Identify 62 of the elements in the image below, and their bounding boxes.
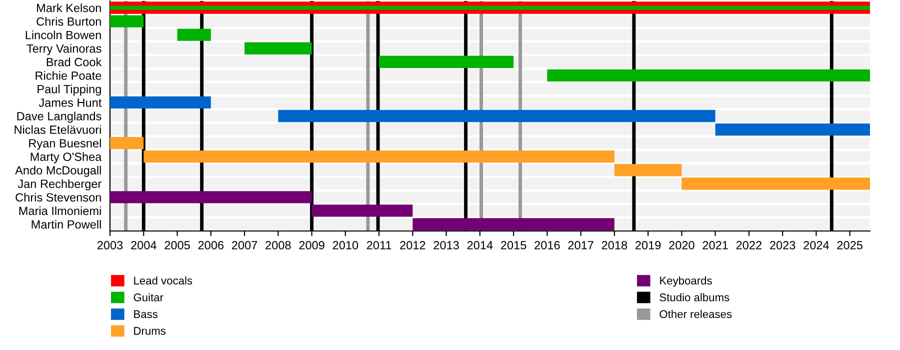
x-tick-label: 2019 — [636, 241, 661, 250]
y-tick-label: Mark Kelson — [37, 3, 101, 12]
x-tick-label: 2013 — [434, 241, 459, 250]
x-tick-label: 2010 — [332, 241, 358, 250]
legend-label: Lead vocals — [134, 276, 192, 285]
y-tick-label: Lincoln Bowen — [26, 30, 101, 40]
x-tick-label: 2017 — [568, 241, 594, 250]
bar — [379, 56, 514, 68]
bar — [110, 136, 144, 150]
x-tick-label: 2009 — [299, 241, 324, 250]
legend-label: Other releases — [660, 310, 732, 318]
y-tick-label: Ryan Buesnel — [29, 138, 101, 150]
x-tick-label: 2022 — [736, 241, 762, 250]
bar — [412, 218, 614, 230]
x-tick-label: 2016 — [534, 241, 560, 250]
x-tick-label: 2003 — [97, 241, 123, 250]
x-tick-label: 2025 — [837, 241, 862, 250]
y-tick-label: Dave Langlands — [17, 112, 102, 123]
x-tick-label: 2004 — [131, 241, 156, 250]
x-tick-label: 2018 — [602, 241, 628, 250]
y-tick-label: Maria Ilmoniemi — [19, 206, 101, 216]
bar — [110, 96, 211, 109]
y-tick-label: James Hunt — [38, 98, 102, 107]
x-tick-label: 2024 — [804, 241, 829, 250]
x-tick-label: 2008 — [266, 241, 291, 250]
x-tick-label: 2012 — [400, 241, 426, 250]
bar — [144, 150, 614, 163]
x-tick-label: 2006 — [198, 241, 224, 250]
bar — [278, 110, 716, 122]
bar — [110, 191, 312, 204]
y-tick-label: Ando McDougall — [15, 166, 101, 177]
y-tick-label: Jan Rechberger — [18, 179, 102, 190]
x-tick-label: 2007 — [232, 241, 258, 250]
y-tick-label: Chris Burton — [36, 17, 101, 26]
bar — [110, 15, 144, 28]
y-tick-label: Brad Cook — [46, 58, 102, 66]
legend-label: Guitar — [134, 293, 164, 302]
x-tick-label: 2011 — [366, 241, 392, 250]
y-tick-label: Marty O'Shea — [30, 152, 102, 164]
legend-label: Drums — [134, 327, 166, 335]
x-tick-label: 2020 — [669, 241, 694, 250]
x-tick-label: 2021 — [702, 241, 728, 250]
legend-label: Studio albums — [660, 293, 730, 302]
bar — [715, 123, 870, 136]
legend-label: Keyboards — [660, 276, 712, 287]
y-tick-label: Chris Stevenson — [16, 192, 101, 202]
bar — [614, 164, 682, 176]
x-tick-label: 2023 — [770, 241, 796, 250]
legend-label: Bass — [134, 310, 158, 318]
bar — [547, 69, 870, 82]
y-tick-label: Martin Powell — [32, 220, 101, 229]
y-tick-label: Paul Tipping — [38, 84, 101, 96]
bar — [312, 204, 413, 217]
x-tick-label: 2014 — [467, 241, 493, 250]
bar — [177, 28, 211, 41]
y-tick-label: Richie Poate — [36, 71, 102, 80]
x-tick-label: 2015 — [501, 241, 526, 250]
bar — [682, 178, 870, 190]
x-tick-label: 2005 — [164, 241, 190, 250]
bar — [244, 42, 312, 54]
y-tick-label: Niclas Etelävuori — [14, 125, 101, 134]
y-tick-label: Terry Vainoras — [26, 44, 102, 56]
